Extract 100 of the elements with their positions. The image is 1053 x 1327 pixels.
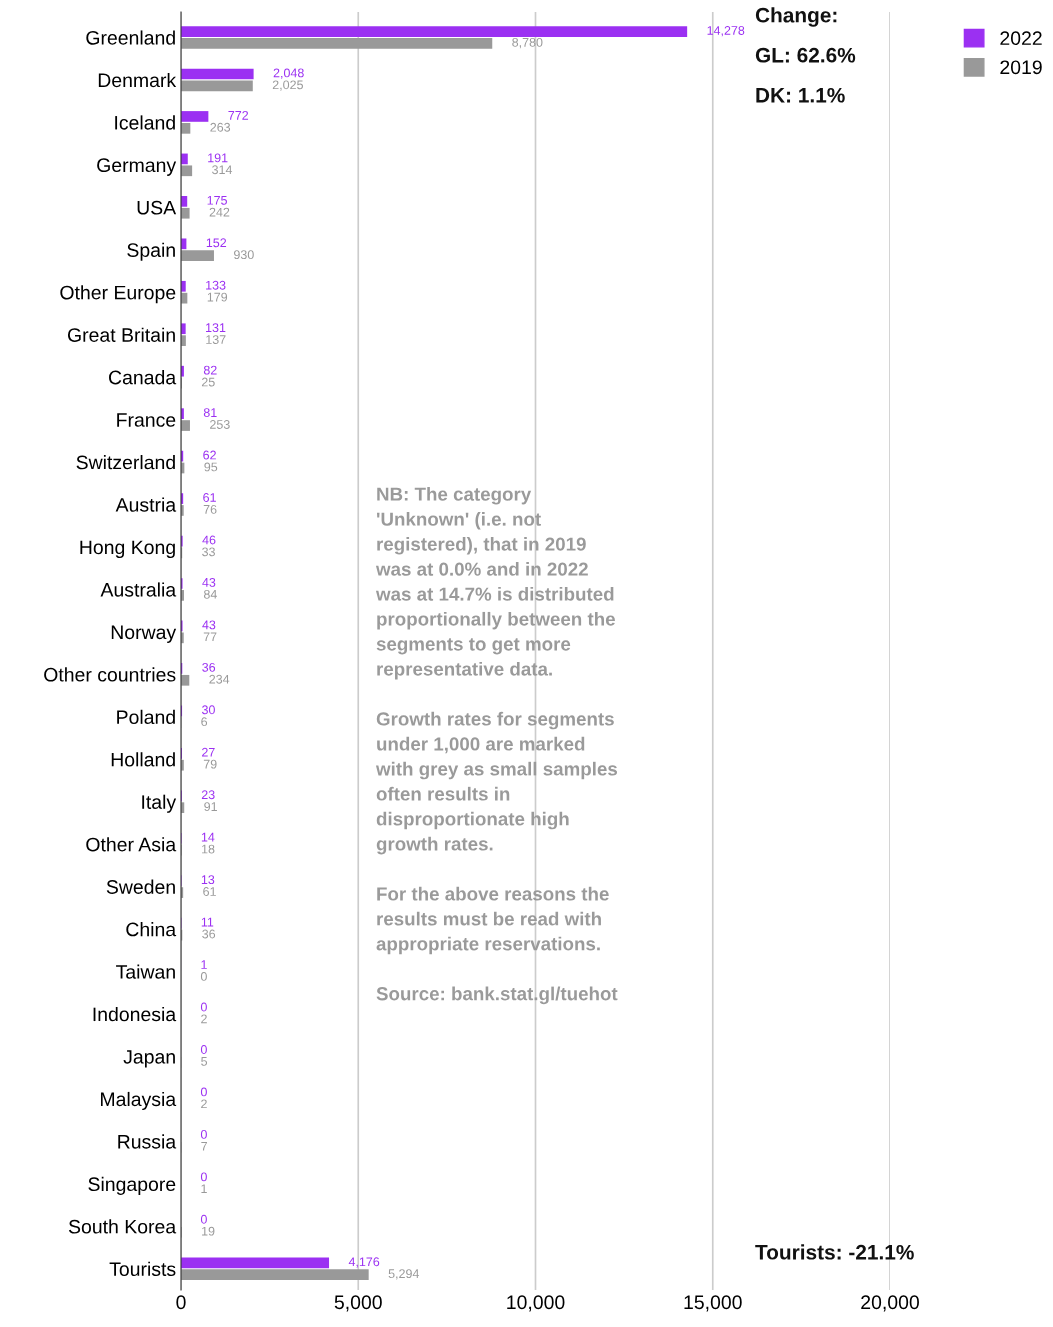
data-label: 0 [200, 1214, 207, 1224]
data-label: 131 [206, 323, 226, 333]
data-label: 46 [202, 535, 216, 545]
y-tick-label: Malaysia [101, 1091, 177, 1111]
y-tick-label: Sweden [106, 879, 175, 894]
data-label: 0 [200, 1002, 207, 1012]
data-label: 772 [228, 110, 249, 120]
y-tick-label: Norway [111, 625, 177, 643]
data-label: 5 [201, 1057, 208, 1066]
y-tick-label: Greenland [86, 30, 175, 45]
y-tick-label: USA [137, 200, 177, 215]
data-label: 43 [202, 577, 216, 587]
x-tick-label: 15,000 [684, 1295, 742, 1312]
legend-label: 2019 [1000, 60, 1042, 75]
data-label: 152 [206, 238, 227, 248]
y-tick-label: China [126, 922, 177, 937]
data-label: 1 [201, 1184, 207, 1194]
annotation: DK: 1.1% [756, 87, 845, 103]
data-label: 36 [202, 662, 216, 672]
data-label: 242 [209, 207, 230, 217]
y-tick-label: Switzerland [76, 455, 175, 470]
data-label: 79 [203, 759, 217, 769]
data-label: 33 [202, 547, 215, 557]
data-label: 18 [202, 844, 215, 854]
y-tick-label: Iceland [115, 115, 175, 130]
y-tick-label: France [117, 413, 176, 427]
y-tick-label: Japan [123, 1050, 175, 1068]
y-tick-label: Great Britain [67, 327, 175, 342]
data-label: 314 [212, 165, 233, 175]
data-label: 1 [201, 960, 207, 969]
data-label: 6 [201, 717, 208, 727]
y-tick-label: Indonesia [93, 1006, 177, 1022]
data-label: 19 [202, 1226, 215, 1236]
data-label: 0 [200, 1129, 207, 1139]
annotation: GL: 62.6% [755, 47, 856, 63]
data-label: 36 [202, 929, 216, 939]
data-label: 175 [207, 196, 227, 205]
data-label: 179 [207, 292, 228, 302]
y-tick-label: South Korea [68, 1219, 177, 1234]
y-tick-label: Russia [118, 1134, 177, 1149]
y-tick-label: Other Europe [60, 285, 176, 304]
data-label: 137 [206, 335, 226, 344]
data-label: 14 [201, 832, 215, 842]
data-label: 0 [200, 1172, 207, 1182]
data-label: 11 [201, 917, 214, 927]
y-tick-label: Spain [127, 242, 175, 261]
data-label: 234 [209, 674, 230, 684]
data-label: 0 [200, 1087, 207, 1097]
x-tick-label: 10,000 [507, 1295, 565, 1312]
y-tick-label: Germany [97, 158, 177, 176]
annotation: Tourists: -21.1% [755, 1244, 914, 1260]
x-tick-label: 0 [176, 1295, 186, 1310]
data-label: 0 [200, 1045, 207, 1054]
y-tick-label: Other Asia [86, 837, 177, 852]
data-label: 930 [234, 250, 254, 260]
data-label: 27 [202, 747, 215, 757]
data-label: 191 [208, 153, 228, 163]
data-label: 84 [203, 589, 217, 599]
y-tick-label: Italy [142, 794, 177, 813]
data-label: 7 [201, 1141, 208, 1151]
data-label: 76 [203, 504, 217, 514]
y-tick-label: Holland [111, 752, 175, 767]
y-tick-label: Austria [115, 497, 177, 512]
data-label: 4,176 [348, 1257, 380, 1268]
y-tick-label: Canada [109, 370, 177, 385]
y-tick-label: Tourists [109, 1261, 176, 1277]
data-label: 43 [202, 620, 216, 630]
data-label: 30 [201, 705, 215, 715]
y-tick-label: Poland [117, 709, 175, 725]
data-label: 61 [203, 493, 216, 502]
data-label: 8,780 [512, 37, 543, 49]
data-label: 5,294 [388, 1269, 420, 1280]
x-tick-label: 5,000 [334, 1295, 382, 1312]
data-label: 2,048 [273, 68, 304, 79]
y-tick-label: Hong Kong [80, 540, 175, 559]
data-label: 14,278 [707, 26, 745, 37]
data-label: 91 [204, 802, 217, 812]
data-label: 77 [203, 632, 217, 642]
data-label: 62 [203, 450, 216, 460]
data-label: 95 [204, 462, 218, 472]
data-label: 61 [203, 887, 216, 896]
y-tick-label: Taiwan [116, 964, 175, 979]
data-label: 13 [201, 875, 215, 885]
data-label: 82 [203, 365, 217, 375]
annotation: Change: [755, 7, 837, 27]
data-label: 263 [210, 122, 231, 132]
text: NB: The category 'Unknown' (i.e. not registered), that in 2019 was at 0.0% and in 2022 was at 14.7% is distributed proportionally between the segments to get more representative data. Growth rates for segments under 1,000 are marked with grey as small samples often results in disproportionate high growth rates. For the above reasons the results must be read with appropriate reservations. Source: bank.stat.gl/tuehot [375, 487, 618, 1005]
x-tick-label: 20,000 [861, 1295, 919, 1312]
data-label: 23 [201, 790, 215, 800]
data-label: 0 [200, 972, 207, 981]
y-tick-label: Denmark [98, 72, 177, 88]
data-label: 81 [203, 408, 217, 418]
data-label: 25 [201, 377, 215, 387]
data-label: 2 [201, 1014, 207, 1024]
data-label: 2,025 [272, 80, 303, 91]
legend-label: 2022 [1000, 31, 1042, 46]
y-tick-label: Other countries [44, 667, 176, 682]
data-label: 2 [201, 1099, 207, 1109]
y-tick-label: Australia [100, 582, 177, 597]
data-label: 253 [210, 420, 230, 429]
